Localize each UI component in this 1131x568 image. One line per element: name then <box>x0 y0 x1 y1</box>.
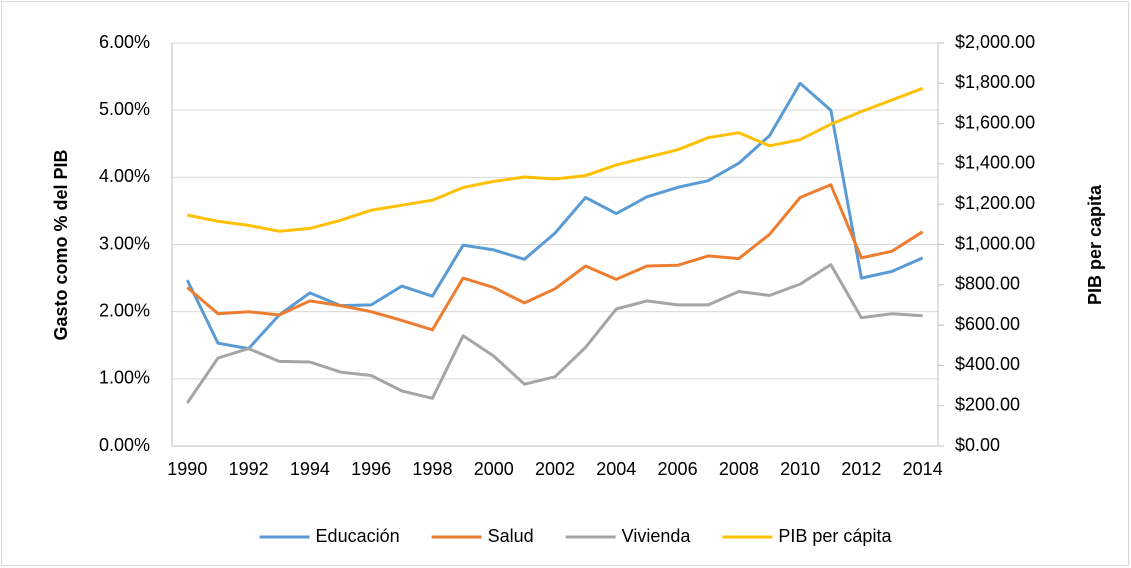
y2-tick-label: $1,200.00 <box>955 193 1035 213</box>
y-tick-label: 1.00% <box>99 368 150 388</box>
x-tick-label: 2002 <box>535 459 575 479</box>
x-tick-label: 2014 <box>903 459 943 479</box>
y2-tick-label: $400.00 <box>955 354 1020 374</box>
y2-tick-label: $0.00 <box>955 435 1000 455</box>
x-tick-label: 1996 <box>351 459 391 479</box>
y-tick-label: 4.00% <box>99 166 150 186</box>
y2-tick-label: $2,000.00 <box>955 32 1035 52</box>
y-tick-label: 0.00% <box>99 435 150 455</box>
series-line <box>186 263 923 404</box>
legend-label: Educación <box>316 526 400 546</box>
y2-tick-label: $1,800.00 <box>955 72 1035 92</box>
y2-tick-label: $600.00 <box>955 314 1020 334</box>
y2-tick-label: $1,600.00 <box>955 112 1035 132</box>
x-tick-label: 2008 <box>719 459 759 479</box>
y-axis-title: Gasto como % del PIB <box>51 149 71 340</box>
y2-tick-label: $200.00 <box>955 394 1020 414</box>
y2-axis-title: PIB per capita <box>1085 184 1105 305</box>
x-tick-label: 2006 <box>658 459 698 479</box>
y-tick-label: 2.00% <box>99 300 150 320</box>
y-tick-label: 3.00% <box>99 233 150 253</box>
x-tick-label: 1992 <box>229 459 269 479</box>
x-tick-label: 2000 <box>474 459 514 479</box>
legend-label: PIB per cápita <box>778 526 892 546</box>
series-line <box>185 81 924 351</box>
series-line <box>187 86 924 233</box>
x-tick-label: 2004 <box>596 459 636 479</box>
legend-label: Vivienda <box>622 526 692 546</box>
y-tick-label: 5.00% <box>99 99 150 119</box>
y2-tick-label: $1,400.00 <box>955 153 1035 173</box>
x-tick-label: 2012 <box>841 459 881 479</box>
x-tick-label: 2010 <box>780 459 820 479</box>
y2-tick-label: $800.00 <box>955 274 1020 294</box>
series-line <box>186 183 924 332</box>
y2-tick-label: $1,000.00 <box>955 233 1035 253</box>
x-tick-label: 1998 <box>412 459 452 479</box>
x-tick-label: 1990 <box>167 459 207 479</box>
y-tick-label: 6.00% <box>99 32 150 52</box>
x-tick-label: 1994 <box>290 459 330 479</box>
legend-label: Salud <box>488 526 534 546</box>
